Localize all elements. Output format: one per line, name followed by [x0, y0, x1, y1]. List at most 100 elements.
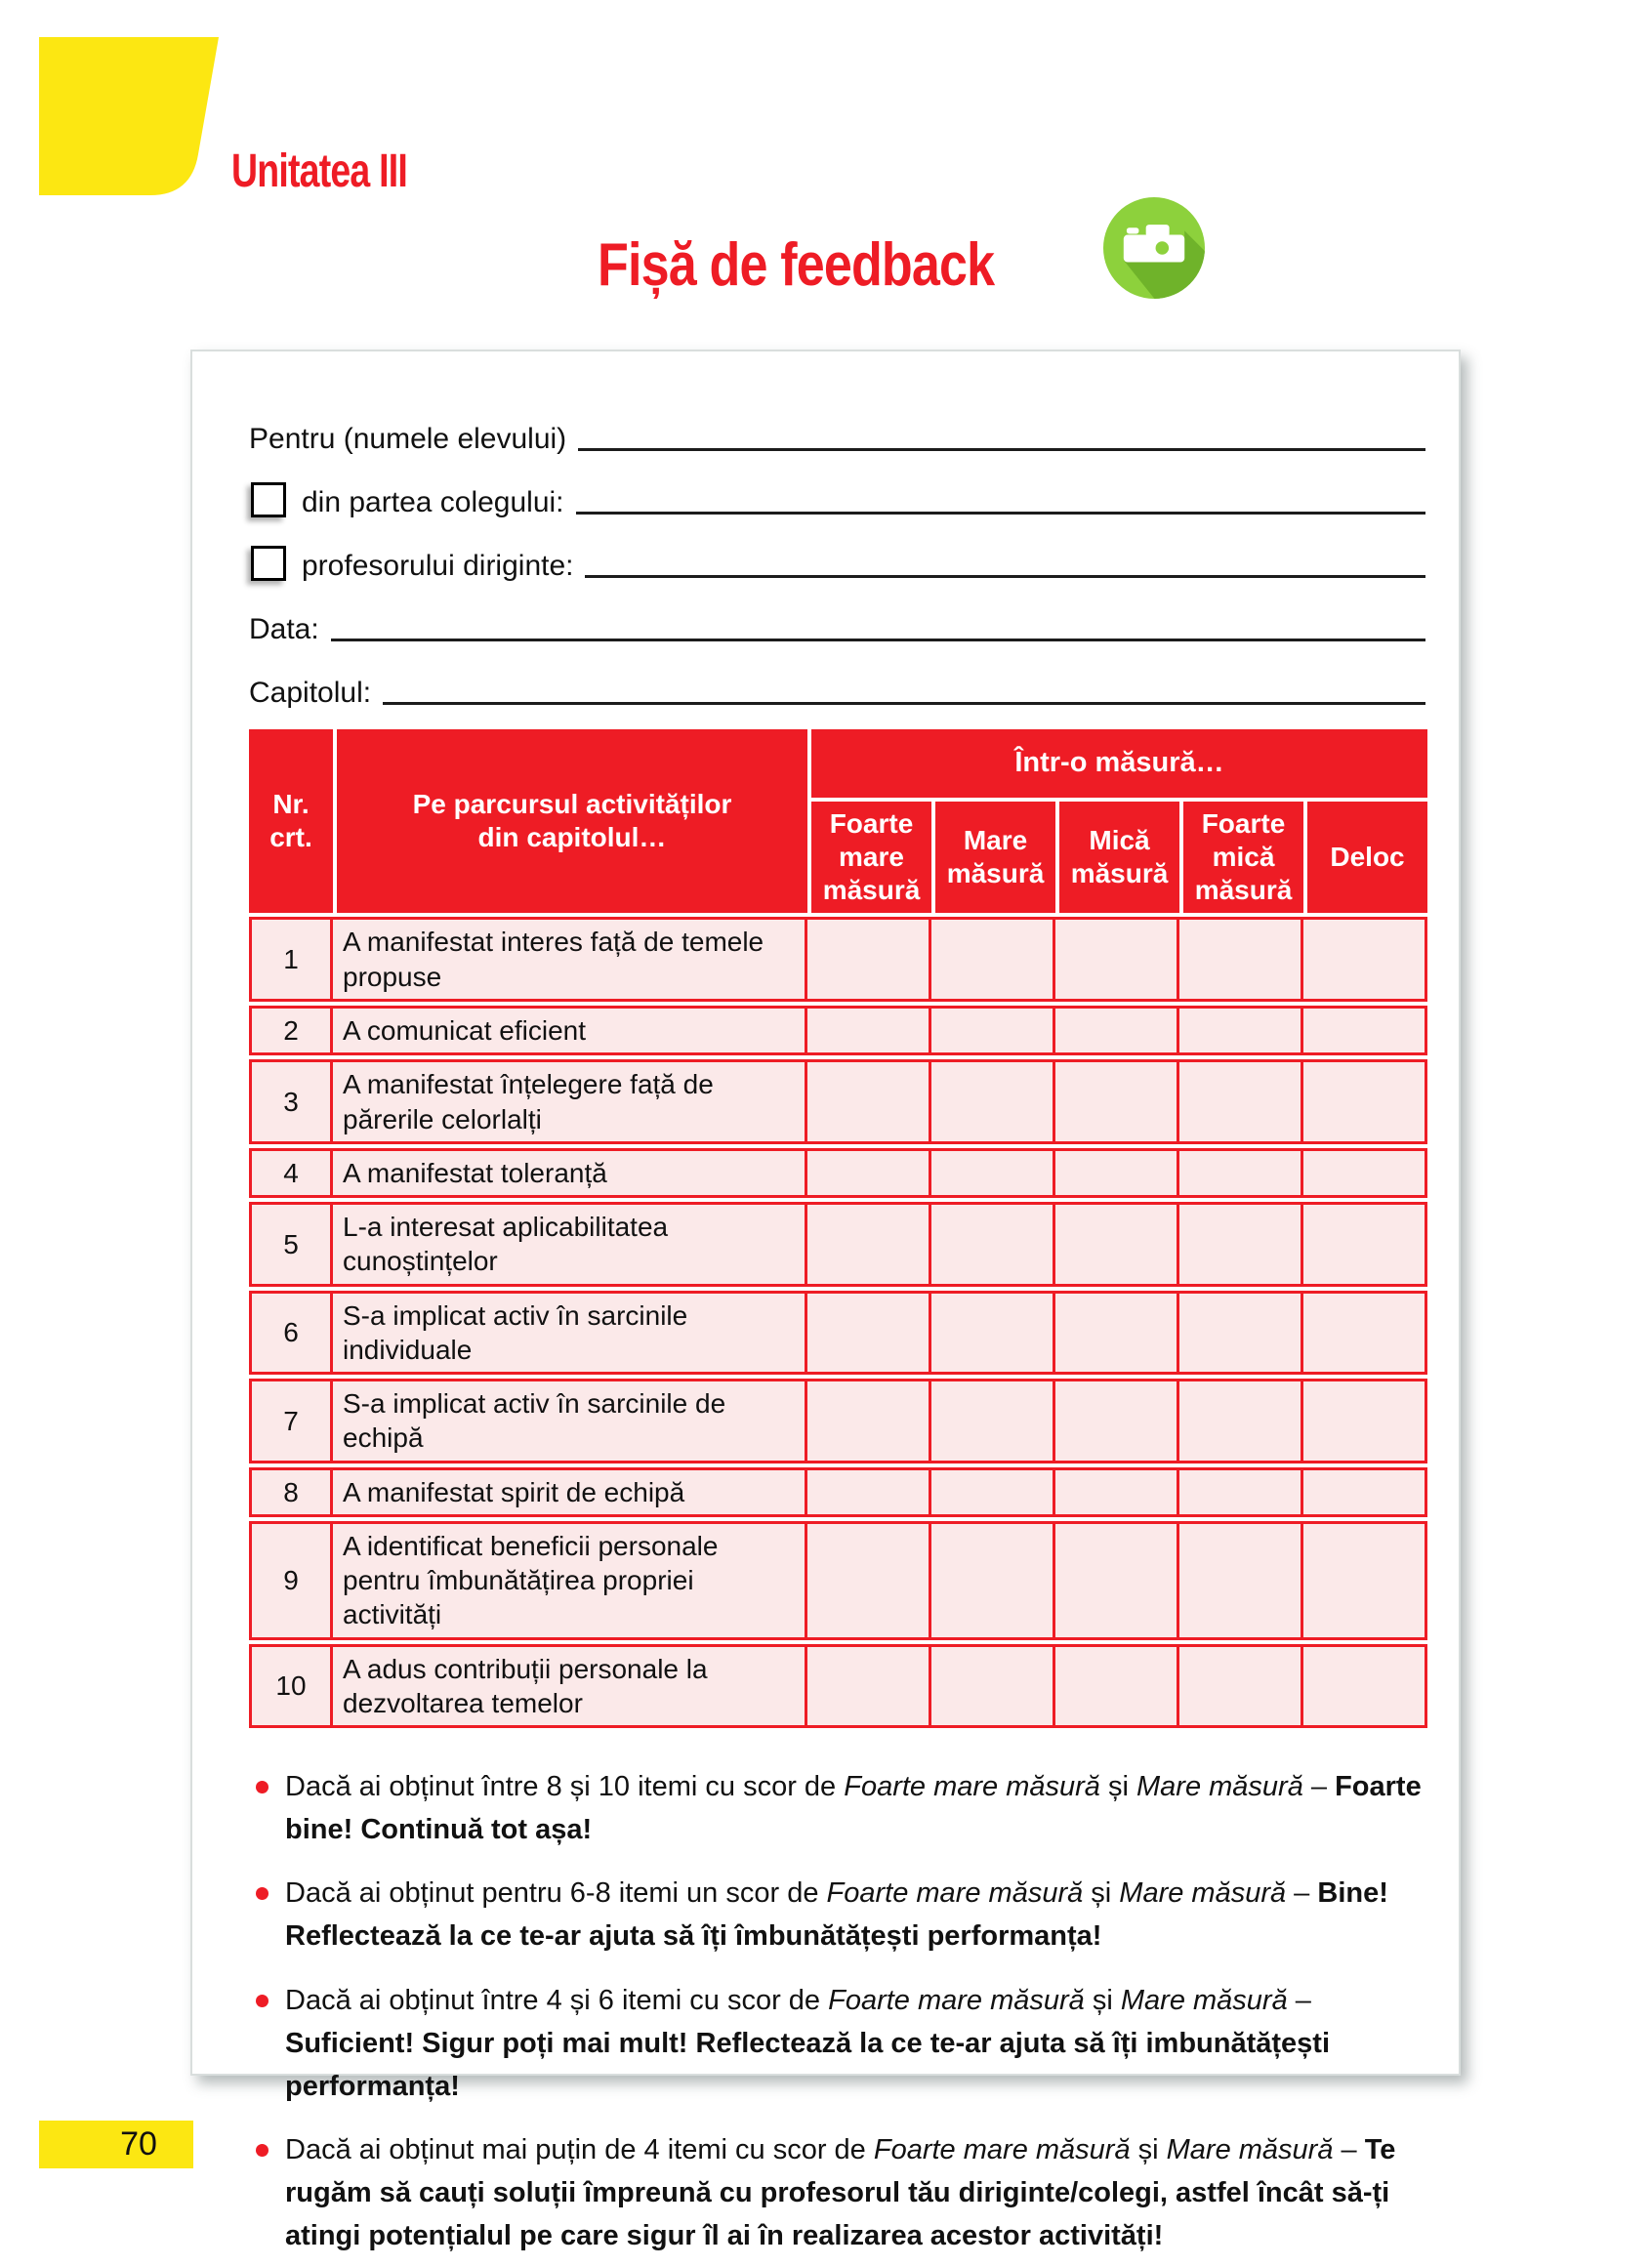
answer-cell[interactable]	[807, 1290, 931, 1376]
form-row-date: Data:	[249, 598, 1427, 647]
answer-cell[interactable]	[807, 1379, 931, 1463]
table-row: 8 A manifestat spirit de echipă	[249, 1466, 1427, 1517]
row-number: 2	[249, 1006, 333, 1056]
note-text: –	[1286, 1877, 1318, 1910]
note-text: Dacă ai obținut pentru 6-8 itemi un scor…	[285, 1877, 827, 1910]
answer-cell[interactable]	[807, 1059, 931, 1144]
note-text: Dacă ai obținut între 8 și 10 itemi cu s…	[285, 1771, 845, 1803]
col-header-measure-4: Deloc	[1303, 802, 1427, 914]
scoring-note: Dacă ai obținut pentru 6-8 itemi un scor…	[249, 1872, 1427, 1958]
student-name-fill-line[interactable]	[578, 415, 1425, 451]
answer-cell[interactable]	[1303, 1520, 1427, 1640]
note-text: –	[1333, 2133, 1365, 2165]
answer-cell[interactable]	[1179, 917, 1303, 1002]
answer-cell[interactable]	[807, 1643, 931, 1729]
answer-cell[interactable]	[1179, 1059, 1303, 1144]
answer-cell[interactable]	[931, 1202, 1055, 1287]
answer-cell[interactable]	[1055, 1006, 1179, 1056]
col-header-measure-span: Într-o măsură…	[807, 729, 1427, 798]
col-header-measure-0: Foarte mare măsură	[807, 802, 931, 914]
col-header-activity: Pe parcursul activităților din capitolul…	[333, 729, 807, 914]
col-header-measure-3: Foarte mică măsură	[1179, 802, 1303, 914]
answer-cell[interactable]	[1055, 917, 1179, 1002]
row-number: 1	[249, 917, 333, 1002]
answer-cell[interactable]	[1055, 1059, 1179, 1144]
answer-cell[interactable]	[1179, 1520, 1303, 1640]
row-text: A identificat beneficii personale pentru…	[333, 1520, 807, 1640]
answer-cell[interactable]	[931, 1466, 1055, 1517]
answer-cell[interactable]	[931, 1520, 1055, 1640]
teacher-label: profesorului diriginte:	[302, 549, 574, 582]
chapter-label: Capitolul:	[249, 676, 372, 709]
answer-cell[interactable]	[1179, 1379, 1303, 1463]
answer-cell[interactable]	[1055, 1643, 1179, 1729]
answer-cell[interactable]	[931, 1643, 1055, 1729]
row-number: 9	[249, 1520, 333, 1640]
date-fill-line[interactable]	[330, 605, 1425, 641]
yellow-corner-shape	[39, 37, 219, 195]
note-text: și	[1130, 2133, 1167, 2165]
row-number: 4	[249, 1147, 333, 1199]
answer-cell[interactable]	[931, 1379, 1055, 1463]
answer-cell[interactable]	[1055, 1520, 1179, 1640]
colleague-checkbox[interactable]	[251, 482, 286, 517]
answer-cell[interactable]	[1303, 917, 1427, 1002]
note-bold: Foarte bine! Continuă tot așa!	[285, 1771, 1422, 1846]
scoring-notes: Dacă ai obținut între 8 și 10 itemi cu s…	[249, 1765, 1427, 2257]
answer-cell[interactable]	[807, 1466, 931, 1517]
table-row: 5 L-a interesat aplicabilitatea cunoștin…	[249, 1202, 1427, 1287]
row-number: 7	[249, 1379, 333, 1463]
answer-cell[interactable]	[1055, 1147, 1179, 1199]
answer-cell[interactable]	[1179, 1643, 1303, 1729]
answer-cell[interactable]	[807, 1147, 931, 1199]
answer-cell[interactable]	[1303, 1147, 1427, 1199]
form-row-student: Pentru (numele elevului)	[249, 408, 1427, 457]
note-text: și	[1099, 1771, 1136, 1803]
answer-cell[interactable]	[1303, 1202, 1427, 1287]
answer-cell[interactable]	[1303, 1006, 1427, 1056]
row-number: 5	[249, 1202, 333, 1287]
answer-cell[interactable]	[807, 917, 931, 1002]
chapter-fill-line[interactable]	[383, 669, 1425, 705]
answer-cell[interactable]	[807, 1520, 931, 1640]
answer-cell[interactable]	[807, 1202, 931, 1287]
answer-cell[interactable]	[1303, 1643, 1427, 1729]
answer-cell[interactable]	[1303, 1379, 1427, 1463]
answer-cell[interactable]	[931, 1147, 1055, 1199]
answer-cell[interactable]	[1055, 1379, 1179, 1463]
row-text: A manifestat toleranță	[333, 1147, 807, 1199]
answer-cell[interactable]	[931, 1290, 1055, 1376]
col-header-nr: Nr. crt.	[249, 729, 333, 914]
teacher-checkbox[interactable]	[251, 546, 286, 581]
note-bold: Bine! Reflectează la ce te-ar ajuta să î…	[285, 1877, 1388, 1953]
answer-cell[interactable]	[1179, 1466, 1303, 1517]
row-number: 3	[249, 1059, 333, 1144]
answer-cell[interactable]	[931, 917, 1055, 1002]
row-text: A manifestat înțelegere față de părerile…	[333, 1059, 807, 1144]
note-italic: Mare măsură	[1119, 1877, 1287, 1910]
answer-cell[interactable]	[1055, 1290, 1179, 1376]
answer-cell[interactable]	[1179, 1202, 1303, 1287]
teacher-fill-line[interactable]	[585, 542, 1425, 578]
answer-cell[interactable]	[1303, 1290, 1427, 1376]
note-italic: Foarte mare măsură	[844, 1771, 1100, 1803]
form-row-colleague: din partea colegului:	[249, 472, 1427, 520]
answer-cell[interactable]	[931, 1006, 1055, 1056]
row-text: S-a implicat activ în sarcinile individu…	[333, 1290, 807, 1376]
form-row-chapter: Capitolul:	[249, 662, 1427, 711]
camera-glyph	[1123, 225, 1185, 263]
colleague-fill-line[interactable]	[575, 478, 1425, 515]
unit-label: Unitatea III	[231, 145, 408, 197]
answer-cell[interactable]	[1055, 1202, 1179, 1287]
answer-cell[interactable]	[1179, 1290, 1303, 1376]
answer-cell[interactable]	[1055, 1466, 1179, 1517]
bullet-dot	[256, 2143, 268, 2157]
answer-cell[interactable]	[1179, 1006, 1303, 1056]
answer-cell[interactable]	[807, 1006, 931, 1056]
bullet-dot	[256, 1887, 268, 1901]
answer-cell[interactable]	[1303, 1466, 1427, 1517]
answer-cell[interactable]	[1303, 1059, 1427, 1144]
answer-cell[interactable]	[1179, 1147, 1303, 1199]
note-text: –	[1287, 1984, 1311, 2016]
answer-cell[interactable]	[931, 1059, 1055, 1144]
